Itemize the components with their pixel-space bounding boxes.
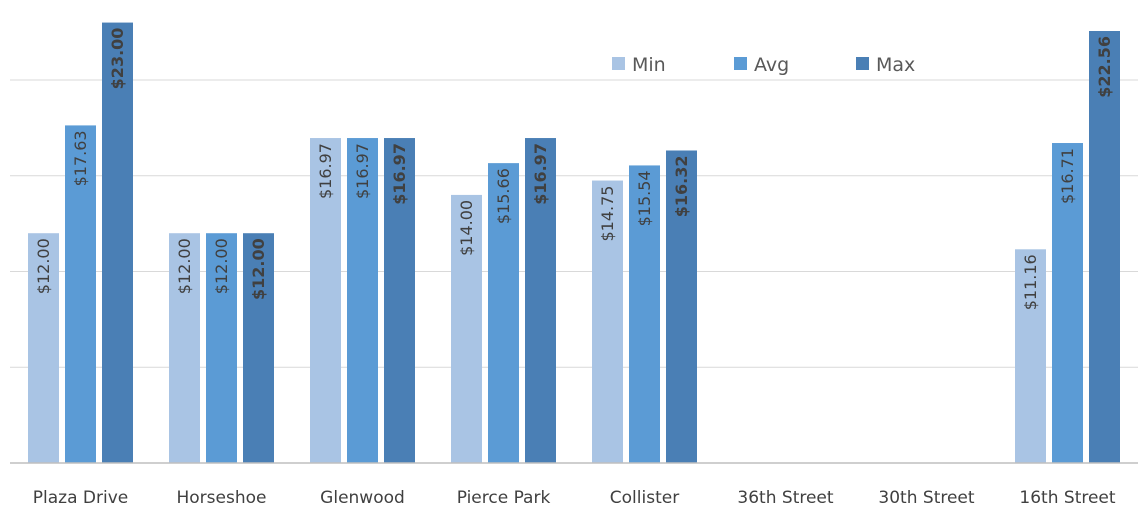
bar-max bbox=[243, 233, 274, 463]
bar-avg bbox=[1052, 143, 1083, 463]
data-label: $11.16 bbox=[1021, 254, 1040, 310]
data-label: $16.71 bbox=[1058, 148, 1077, 204]
data-label: $12.00 bbox=[212, 238, 231, 294]
data-label: $12.00 bbox=[249, 238, 268, 300]
legend-label: Max bbox=[876, 54, 915, 76]
data-label: $16.97 bbox=[390, 143, 409, 205]
x-tick-label: 16th Street bbox=[1019, 488, 1115, 508]
x-axis-ticks: Plaza Drive Horseshoe Glenwood Pierce Park C… bbox=[33, 488, 1116, 508]
x-tick-label: Plaza Drive bbox=[33, 488, 128, 508]
bar-avg bbox=[65, 125, 96, 463]
data-label: $15.54 bbox=[635, 170, 654, 226]
x-tick-label: Collister bbox=[610, 488, 679, 508]
bar-max bbox=[1089, 31, 1120, 463]
data-label: $22.56 bbox=[1095, 36, 1114, 98]
bar-avg bbox=[206, 233, 237, 463]
x-tick-label: Glenwood bbox=[320, 488, 405, 508]
bar-max bbox=[102, 22, 133, 464]
bar-max bbox=[525, 138, 556, 464]
bar-avg bbox=[347, 138, 378, 464]
data-label: $15.66 bbox=[494, 168, 513, 224]
legend-swatch bbox=[612, 57, 625, 70]
legend-label: Avg bbox=[754, 54, 789, 76]
x-tick-label: Pierce Park bbox=[457, 488, 551, 508]
x-tick-label: 36th Street bbox=[737, 488, 833, 508]
bars bbox=[28, 22, 1120, 464]
bar-max bbox=[384, 138, 415, 464]
data-label: $14.75 bbox=[598, 186, 617, 242]
bar-min bbox=[28, 233, 59, 463]
legend: Min Avg Max bbox=[612, 54, 915, 76]
bar-min bbox=[169, 233, 200, 463]
data-label: $16.32 bbox=[672, 155, 691, 217]
legend-label: Min bbox=[632, 54, 666, 76]
bar-min bbox=[310, 138, 341, 464]
data-label: $12.00 bbox=[34, 238, 53, 294]
legend-swatch bbox=[734, 57, 747, 70]
data-label: $16.97 bbox=[316, 143, 335, 199]
x-tick-label: Horseshoe bbox=[177, 488, 267, 508]
x-tick-label: 30th Street bbox=[878, 488, 974, 508]
bar-avg bbox=[629, 165, 660, 463]
data-label: $14.00 bbox=[457, 200, 476, 256]
data-label: $16.97 bbox=[531, 143, 550, 205]
bar-min bbox=[451, 194, 482, 463]
data-label: $23.00 bbox=[108, 28, 127, 90]
data-label: $12.00 bbox=[175, 238, 194, 294]
data-label: $16.97 bbox=[353, 143, 372, 199]
bar-min bbox=[1015, 249, 1046, 463]
data-labels: $12.00 $17.63 $23.00 $12.00 $12.00 $12.00 $16.… bbox=[34, 28, 1114, 311]
bar-min bbox=[592, 180, 623, 463]
legend-swatch bbox=[856, 57, 869, 70]
bar-max bbox=[666, 150, 697, 463]
bar-avg bbox=[488, 163, 519, 463]
data-label: $17.63 bbox=[71, 130, 90, 186]
